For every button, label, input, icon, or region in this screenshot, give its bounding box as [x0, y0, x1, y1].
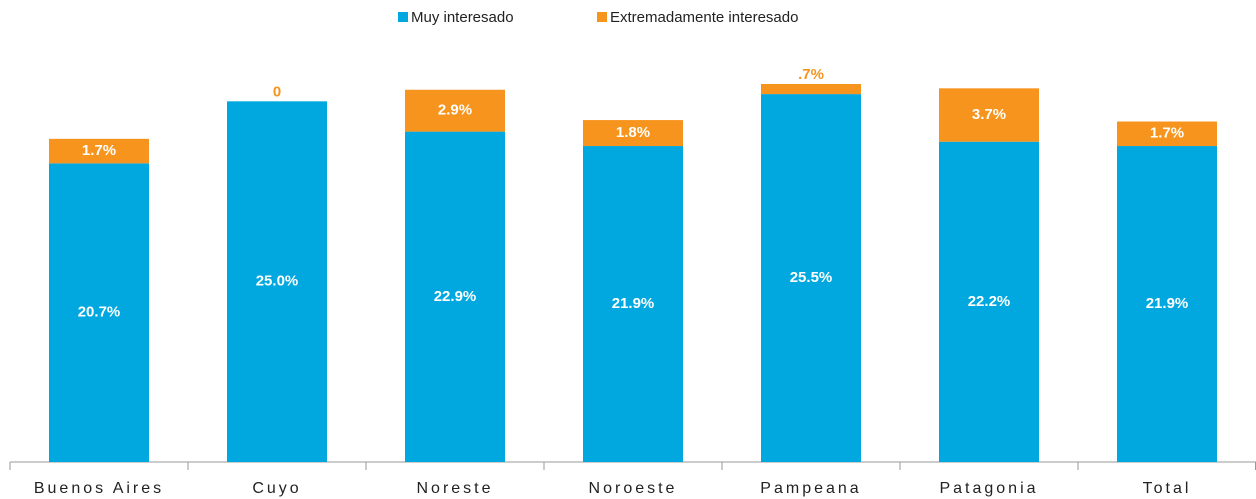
- bar-segment: [405, 131, 505, 462]
- data-label: 1.7%: [82, 142, 116, 159]
- data-label: 1.7%: [1150, 125, 1184, 142]
- data-label: 2.9%: [438, 102, 472, 119]
- bar-segment: [583, 120, 683, 147]
- legend-swatch: [597, 12, 607, 22]
- x-tick-label: Pampeana: [760, 480, 861, 497]
- legend-label: Extremadamente interesado: [610, 9, 798, 26]
- x-tick-label: Buenos Aires: [34, 480, 164, 497]
- data-label: 22.2%: [968, 293, 1011, 310]
- bar-segment: [49, 163, 149, 463]
- data-label: 21.9%: [612, 295, 655, 312]
- bar-segment: [939, 141, 1039, 462]
- data-label: 3.7%: [972, 106, 1006, 123]
- legend-swatch: [398, 12, 408, 22]
- data-label: 25.0%: [256, 273, 299, 290]
- data-label: .7%: [798, 66, 824, 83]
- bar-segment: [49, 138, 149, 164]
- bar-segment: [761, 94, 861, 462]
- bar-segment: [1117, 146, 1217, 463]
- x-tick-label: Total: [1143, 480, 1192, 497]
- x-tick-label: Cuyo: [252, 480, 301, 497]
- bar-segment: [227, 101, 327, 462]
- data-label: 20.7%: [78, 304, 121, 321]
- bar-segment: [1117, 121, 1217, 147]
- bar-segment: [583, 146, 683, 463]
- data-label: 22.9%: [434, 288, 477, 305]
- bar-segment: [939, 88, 1039, 142]
- data-label: 25.5%: [790, 269, 833, 286]
- bar-segment: [761, 84, 861, 95]
- x-tick-label: Patagonia: [939, 480, 1038, 497]
- bar-segment: [405, 89, 505, 132]
- data-label: 1.8%: [616, 124, 650, 141]
- data-label: 0: [273, 83, 281, 100]
- x-tick-label: Noroeste: [589, 480, 678, 497]
- x-tick-label: Noreste: [416, 480, 493, 497]
- legend-label: Muy interesado: [411, 9, 514, 26]
- data-label: 21.9%: [1146, 295, 1189, 312]
